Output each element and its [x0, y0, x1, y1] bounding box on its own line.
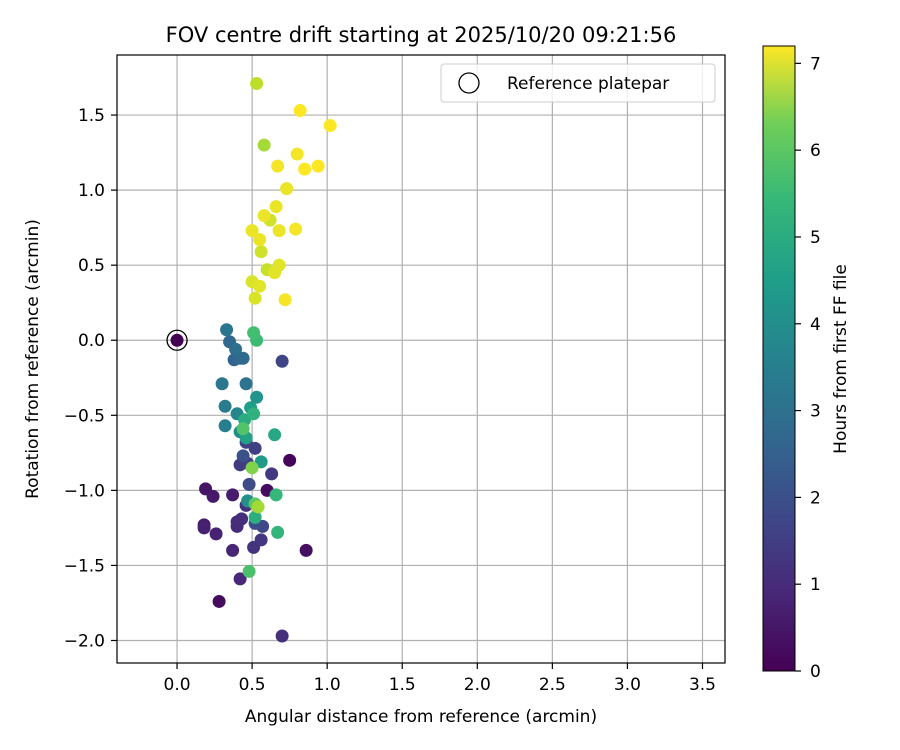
data-point	[226, 543, 240, 557]
colorbar	[762, 45, 796, 672]
colorbar-tick-label: 0	[810, 662, 821, 682]
data-point	[218, 399, 232, 413]
x-tick-label: 2.0	[464, 675, 491, 695]
data-point	[268, 428, 282, 442]
data-point	[236, 422, 250, 436]
data-point	[289, 222, 303, 236]
x-tick-label: 1.0	[314, 675, 341, 695]
data-point	[250, 390, 264, 404]
data-point	[251, 500, 265, 514]
data-point	[280, 182, 294, 196]
colorbar-tick-label: 4	[810, 315, 821, 335]
y-tick-label: 1.0	[78, 181, 105, 201]
data-point	[299, 543, 313, 557]
data-point	[229, 342, 243, 356]
x-tick-label: 0.5	[239, 675, 266, 695]
x-tick-label: 2.5	[539, 675, 566, 695]
data-point	[290, 147, 304, 161]
data-point	[242, 477, 256, 491]
x-tick-label: 3.0	[614, 675, 641, 695]
data-point	[311, 159, 325, 173]
colorbar-ticks: 0 1 2 3 4 5 6 7	[795, 54, 821, 682]
x-tick-label: 1.5	[389, 675, 416, 695]
data-point	[257, 209, 271, 223]
colorbar-tick-label: 6	[810, 141, 821, 161]
data-points	[166, 77, 337, 643]
y-tick-label: −1.0	[64, 481, 105, 501]
colorbar-tick-label: 7	[810, 54, 821, 74]
x-axis-ticks: 0.0 0.5 1.0 1.5 2.0 2.5 3.0 3.5	[164, 663, 716, 695]
y-tick-label: 1.5	[78, 106, 105, 126]
data-point	[254, 245, 268, 259]
legend: Reference platepar	[440, 63, 716, 103]
x-axis-label: Angular distance from reference (arcmin)	[245, 707, 597, 727]
colorbar-tick-label: 2	[810, 488, 821, 508]
y-tick-label: −0.5	[64, 406, 105, 426]
colorbar-label: Hours from first FF file	[831, 264, 851, 454]
data-point	[236, 351, 250, 365]
y-tick-label: −1.5	[64, 556, 105, 576]
plot-frame	[116, 54, 726, 664]
data-point	[293, 104, 307, 118]
legend-box	[440, 63, 716, 103]
data-point	[245, 461, 259, 475]
colorbar-tick-label: 3	[810, 402, 821, 422]
data-point	[253, 279, 267, 293]
data-point	[278, 293, 292, 307]
colorbar-tick-label: 5	[810, 228, 821, 248]
data-point	[269, 488, 283, 502]
data-point	[254, 533, 268, 547]
reference-platepar-marker	[166, 329, 188, 351]
y-tick-label: −2.0	[64, 631, 105, 651]
data-point	[242, 564, 256, 578]
data-point	[247, 407, 261, 421]
x-tick-label: 3.5	[689, 675, 716, 695]
legend-entry-reference-platepar: Reference platepar	[507, 74, 669, 94]
data-point	[275, 629, 289, 643]
data-point	[257, 138, 271, 152]
data-point	[275, 354, 289, 368]
data-point	[271, 525, 285, 539]
data-point	[271, 159, 285, 173]
data-point	[233, 572, 247, 586]
y-tick-label: 0.0	[78, 331, 105, 351]
data-point	[218, 419, 232, 433]
data-point	[212, 594, 226, 608]
data-point	[272, 224, 286, 238]
data-point	[283, 453, 297, 467]
data-point	[248, 510, 262, 524]
y-tick-label: 0.5	[78, 256, 105, 276]
data-point	[235, 512, 249, 526]
data-point	[170, 333, 184, 347]
data-point	[245, 224, 259, 238]
data-point	[248, 291, 262, 305]
data-point	[247, 326, 261, 340]
data-point	[209, 527, 223, 541]
grid	[117, 55, 725, 663]
y-axis-ticks: −2.0 −1.5 −1.0 −0.5 0.0 0.5 1.0 1.5	[64, 106, 117, 651]
data-point	[220, 323, 234, 337]
y-axis-label: Rotation from reference (arcmin)	[23, 219, 43, 499]
chart-title: FOV centre drift starting at 2025/10/20 …	[166, 23, 677, 47]
legend-marker-reference	[458, 72, 480, 94]
data-point	[253, 233, 267, 247]
x-tick-label: 0.0	[164, 675, 191, 695]
data-point	[197, 521, 211, 535]
data-point	[239, 377, 253, 391]
data-point	[323, 119, 337, 133]
data-point	[236, 449, 250, 463]
data-point	[215, 377, 229, 391]
data-point	[250, 77, 264, 91]
data-point	[298, 162, 312, 176]
data-point	[206, 489, 220, 503]
colorbar-tick-label: 1	[810, 575, 821, 595]
data-point	[272, 258, 286, 272]
data-point	[226, 488, 240, 502]
data-point	[269, 200, 283, 214]
data-point	[265, 467, 279, 481]
